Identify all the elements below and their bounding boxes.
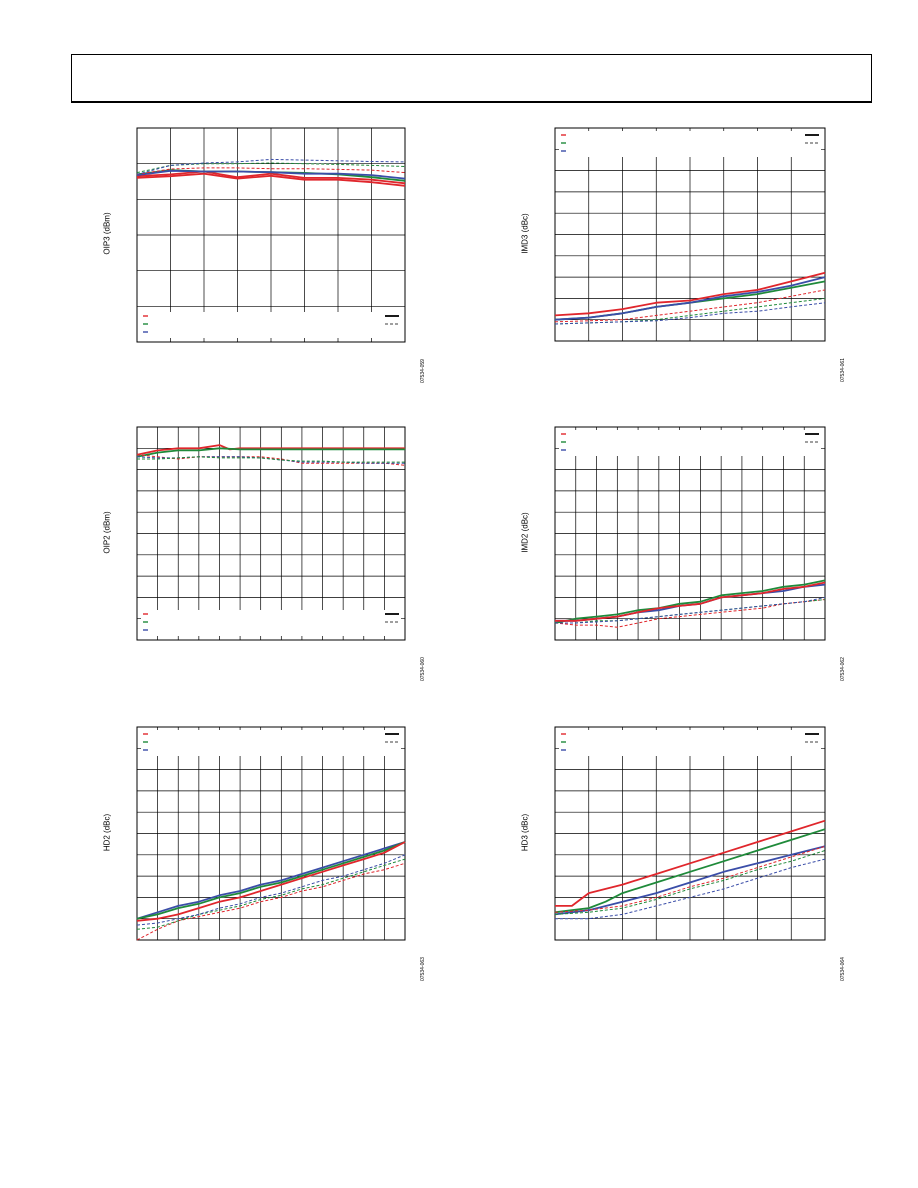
chart-grid: [137, 727, 405, 940]
series-line-blue-solid: [554, 845, 826, 916]
chart-legend: [141, 730, 401, 756]
series-line-red-dashed: [136, 167, 406, 175]
series-line-red-dashed: [136, 454, 406, 466]
chart-svg-imd2: [554, 426, 826, 641]
y-axis-label: HD2 (dBc): [102, 813, 112, 851]
plot-frame: [136, 127, 406, 343]
chart-svg-hd2: [136, 726, 406, 941]
chart-legend: [141, 610, 401, 636]
chart-panel-imd3: IMD3 (dBc) 07534-061: [521, 127, 846, 382]
series-line-blue-dashed: [136, 158, 406, 175]
chart-legend: [559, 730, 821, 756]
plot-frame: [554, 426, 826, 641]
chart-svg-hd3: [554, 726, 826, 941]
chart-legend: [141, 312, 401, 338]
series-line-blue-solid: [136, 169, 406, 180]
figure-id: 07534-063: [420, 957, 426, 981]
figure-id: 07534-061: [840, 358, 846, 382]
figure-id: 07534-062: [840, 657, 846, 681]
legend-box: [141, 312, 401, 338]
chart-grid: [555, 128, 825, 341]
series-line-green-solid: [554, 828, 826, 914]
y-axis-label: IMD2 (dBc): [520, 511, 530, 553]
series-line-blue-dashed: [555, 858, 826, 920]
series-line-red-dashed: [554, 845, 826, 913]
series-line-red-solid: [136, 444, 405, 456]
legend-box: [141, 730, 401, 756]
chart-legend: [559, 131, 821, 157]
chart-grid: [137, 128, 405, 342]
chart-svg-oip2: [136, 426, 406, 641]
series-line-red-dashed: [136, 862, 406, 941]
chart-grid: [555, 427, 825, 640]
figure-id: 07534-059: [420, 359, 426, 383]
series-line-green-solid: [136, 447, 405, 458]
chart-panel-imd2: IMD2 (dBc) 07534-062: [521, 426, 846, 681]
plot-frame: [554, 127, 826, 342]
series-line-blue-solid: [136, 841, 406, 920]
chart-panel-oip2: OIP2 (dBm) 07534-060: [103, 426, 426, 681]
series-line-red-solid: [136, 841, 406, 922]
page-header-box: [71, 54, 872, 103]
series-line-green-dashed: [137, 456, 405, 463]
legend-box: [141, 610, 401, 636]
series-line-blue-dashed: [555, 596, 826, 624]
figure-id: 07534-060: [420, 657, 426, 681]
series-line-blue-solid: [554, 276, 826, 321]
legend-box: [559, 430, 821, 456]
chart-panel-hd3: HD3 (dBc) 07534-064: [521, 726, 846, 981]
series-line-green-solid: [136, 841, 406, 920]
series-line-green-dashed: [554, 850, 826, 915]
chart-legend: [559, 430, 821, 456]
legend-box: [559, 730, 821, 756]
chart-grid: [555, 727, 825, 940]
figure-id: 07534-064: [840, 957, 846, 981]
chart-panel-oip3: OIP3 (dBm) 07534-059: [103, 127, 426, 383]
series-line-red-solid: [555, 819, 826, 907]
series-line-red-dashed: [554, 289, 826, 323]
legend-box: [559, 131, 821, 157]
y-axis-label: IMD3 (dBc): [520, 212, 530, 254]
series-line-blue-dashed: [554, 302, 826, 325]
series-line-red-solid: [554, 271, 826, 317]
series-line-green-dashed: [136, 858, 406, 930]
plot-frame: [136, 426, 406, 641]
chart-svg-imd3: [554, 127, 826, 342]
series-line-red-solid: [555, 581, 826, 622]
y-axis-label: HD3 (dBc): [520, 813, 530, 851]
plot-frame: [554, 726, 826, 941]
chart-svg-oip3: [136, 127, 406, 343]
series-line-blue-dashed: [136, 854, 406, 926]
plot-frame: [136, 726, 406, 941]
y-axis-label: OIP2 (dBm): [102, 510, 112, 554]
series-line-red-solid: [136, 172, 406, 187]
series-line-green-solid: [554, 579, 826, 624]
chart-panel-hd2: HD2 (dBc) 07534-063: [103, 726, 426, 981]
y-axis-label: OIP3 (dBm): [102, 212, 112, 255]
series-line-red-solid: [136, 170, 406, 185]
